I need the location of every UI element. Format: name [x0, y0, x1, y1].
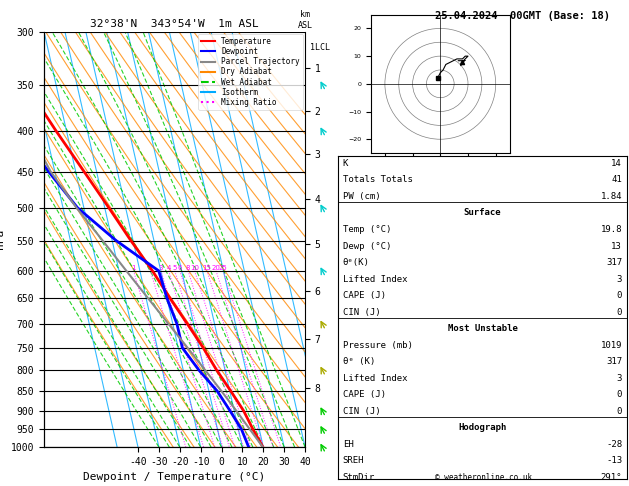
Text: -13: -13	[606, 456, 622, 466]
Text: CIN (J): CIN (J)	[343, 308, 381, 317]
Text: 8: 8	[186, 265, 191, 271]
Text: Most Unstable: Most Unstable	[447, 324, 518, 333]
Text: Dewp (°C): Dewp (°C)	[343, 242, 391, 251]
Text: θᵉ (K): θᵉ (K)	[343, 357, 375, 366]
Legend: Temperature, Dewpoint, Parcel Trajectory, Dry Adiabat, Wet Adiabat, Isotherm, Mi: Temperature, Dewpoint, Parcel Trajectory…	[198, 34, 303, 110]
Text: Pressure (mb): Pressure (mb)	[343, 341, 413, 350]
Text: 0: 0	[616, 390, 622, 399]
Text: 6: 6	[177, 265, 182, 271]
Text: Lifted Index: Lifted Index	[343, 374, 408, 383]
Text: Temp (°C): Temp (°C)	[343, 225, 391, 234]
Text: 291°: 291°	[601, 473, 622, 482]
Text: 2: 2	[148, 265, 153, 271]
Text: Surface: Surface	[464, 208, 501, 218]
Y-axis label: hPa: hPa	[0, 229, 5, 249]
Text: 1: 1	[131, 265, 136, 271]
Text: 317: 317	[606, 258, 622, 267]
Text: 41: 41	[611, 175, 622, 185]
Text: θᵉ(K): θᵉ(K)	[343, 258, 370, 267]
Text: 1LCL: 1LCL	[310, 43, 330, 52]
Text: 15: 15	[203, 265, 211, 271]
Text: 1.84: 1.84	[601, 192, 622, 201]
Text: -28: -28	[606, 440, 622, 449]
Text: SREH: SREH	[343, 456, 364, 466]
Text: 19.8: 19.8	[601, 225, 622, 234]
Text: km
ASL: km ASL	[298, 10, 313, 30]
Text: © weatheronline.co.uk: © weatheronline.co.uk	[435, 473, 532, 482]
Text: 4: 4	[167, 265, 171, 271]
Text: 3: 3	[159, 265, 163, 271]
Text: 317: 317	[606, 357, 622, 366]
Text: StmDir: StmDir	[343, 473, 375, 482]
Text: 25.04.2024  00GMT (Base: 18): 25.04.2024 00GMT (Base: 18)	[435, 11, 610, 21]
Text: 3: 3	[616, 275, 622, 284]
Text: 5: 5	[172, 265, 177, 271]
Text: 10: 10	[190, 265, 199, 271]
Text: Totals Totals: Totals Totals	[343, 175, 413, 185]
Text: EH: EH	[343, 440, 353, 449]
Text: CAPE (J): CAPE (J)	[343, 390, 386, 399]
X-axis label: Dewpoint / Temperature (°C): Dewpoint / Temperature (°C)	[84, 472, 265, 483]
Text: K: K	[343, 159, 348, 168]
Text: 25: 25	[219, 265, 228, 271]
Text: PW (cm): PW (cm)	[343, 192, 381, 201]
Text: 0: 0	[616, 407, 622, 416]
Text: 3: 3	[616, 374, 622, 383]
Text: CIN (J): CIN (J)	[343, 407, 381, 416]
X-axis label: kt: kt	[436, 169, 445, 178]
Text: 0: 0	[616, 308, 622, 317]
Text: 0: 0	[616, 291, 622, 300]
Title: 32°38'N  343°54'W  1m ASL: 32°38'N 343°54'W 1m ASL	[90, 19, 259, 30]
Text: Lifted Index: Lifted Index	[343, 275, 408, 284]
Text: 13: 13	[611, 242, 622, 251]
Text: 20: 20	[211, 265, 220, 271]
Text: 14: 14	[611, 159, 622, 168]
Text: 1019: 1019	[601, 341, 622, 350]
Text: CAPE (J): CAPE (J)	[343, 291, 386, 300]
Text: Hodograph: Hodograph	[459, 423, 506, 433]
